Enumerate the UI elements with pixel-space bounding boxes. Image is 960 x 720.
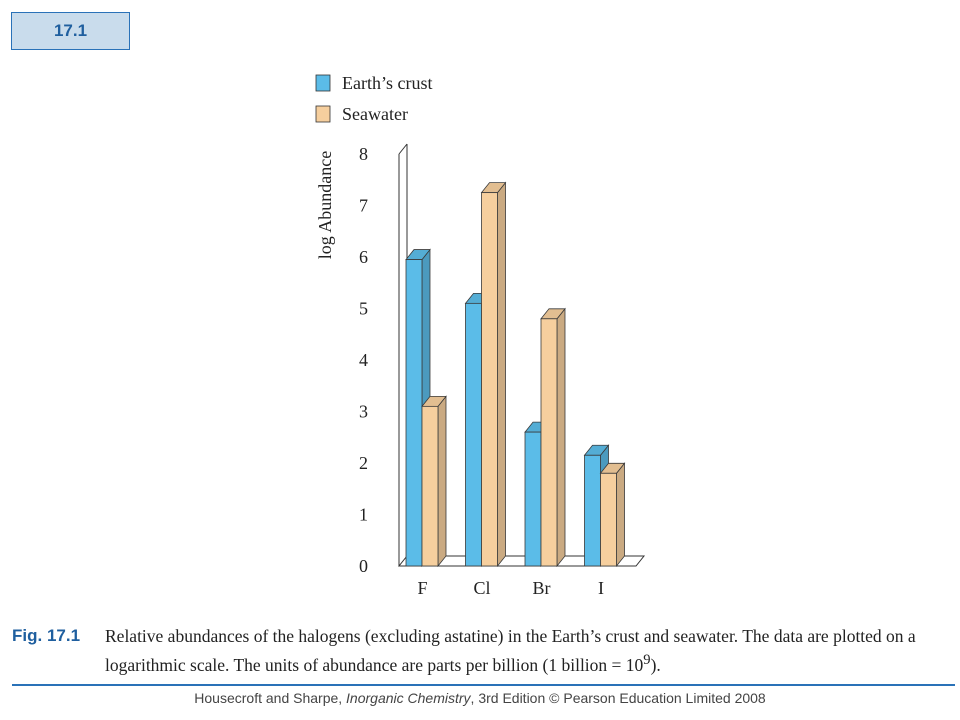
y-axis-label: log Abundance: [315, 151, 335, 259]
y-tick-label: 5: [359, 299, 368, 319]
x-tick-label: F: [417, 578, 427, 598]
caption-exponent: 9: [643, 652, 651, 668]
bar-Br-seawater: [540, 307, 566, 568]
y-axis-top-bevel: [398, 143, 408, 155]
chart-bars: [405, 181, 626, 568]
y-tick-label: 4: [359, 350, 368, 370]
caption-text-main: Relative abundances of the halogens (exc…: [105, 626, 916, 675]
bar-chart: Earth’s crust Seawater log Abundance 0 1 2 3…: [315, 73, 646, 598]
bar-I-seawater: [599, 462, 626, 568]
y-tick-label: 6: [359, 247, 368, 267]
bar-Cl-seawater: [480, 181, 507, 568]
footer-edition: , 3rd Edition © Pearson Education Limite…: [470, 690, 766, 706]
legend-label: Seawater: [342, 104, 408, 124]
y-tick-label: 0: [359, 556, 368, 576]
x-tick-label: I: [598, 578, 604, 598]
y-tick-label: 3: [359, 402, 368, 422]
chart-legend: Earth’s crust Seawater: [315, 73, 432, 124]
copyright-footer: Housecroft and Sharpe, Inorganic Chemist…: [0, 690, 960, 706]
y-tick-label: 1: [359, 505, 368, 525]
footer-book-title: Inorganic Chemistry: [346, 690, 471, 706]
x-tick-labels: F Cl Br I: [417, 578, 604, 598]
caption-label: Fig. 17.1: [12, 626, 81, 645]
legend-label: Earth’s crust: [342, 73, 432, 93]
x-tick-label: Cl: [473, 578, 490, 598]
x-tick-label: Br: [533, 578, 551, 598]
caption-text: Relative abundances of the halogens (exc…: [105, 624, 955, 677]
footer-divider: [12, 684, 955, 686]
caption-text-end: ).: [650, 654, 661, 675]
y-tick-label: 8: [359, 144, 368, 164]
y-tick-label: 7: [359, 196, 368, 216]
footer-authors: Housecroft and Sharpe,: [194, 690, 347, 706]
figure-number-badge: 17.1: [11, 12, 130, 50]
y-tick-labels: 0 1 2 3 4 5 6 7 8: [359, 144, 368, 576]
legend-swatch: [315, 105, 331, 123]
legend-swatch: [315, 74, 331, 92]
y-tick-label: 2: [359, 453, 368, 473]
bar-F-seawater: [421, 395, 447, 568]
